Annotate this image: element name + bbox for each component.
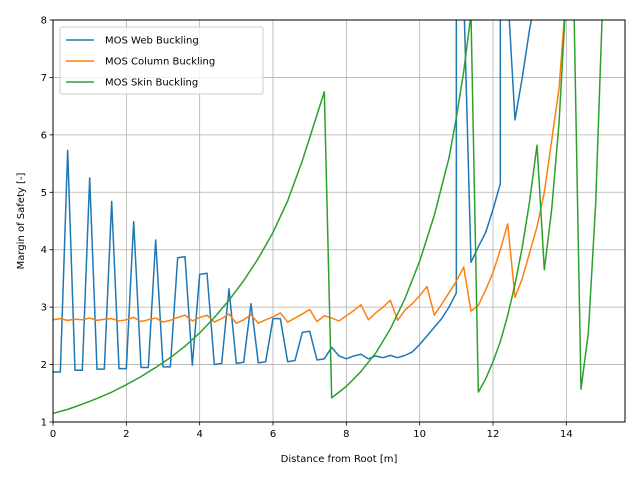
x-tick-label: 4 xyxy=(196,429,202,440)
legend-label-mos-web-buckling: MOS Web Buckling xyxy=(105,36,199,47)
x-tick-label: 8 xyxy=(343,429,349,440)
x-tick-label: 12 xyxy=(487,429,500,440)
y-tick-label: 7 xyxy=(41,73,47,84)
y-axis-label: Margin of Safety [-] xyxy=(16,173,27,270)
legend: MOS Web Buckling MOS Column Buckling MOS S… xyxy=(59,26,264,95)
x-tick-label: 14 xyxy=(560,429,573,440)
plot-frame xyxy=(52,19,626,423)
x-tick-label: 2 xyxy=(123,429,129,440)
y-tick-label: 4 xyxy=(41,245,47,256)
legend-label-mos-column-buckling: MOS Column Buckling xyxy=(105,57,215,68)
x-axis-label: Distance from Root [m] xyxy=(281,454,398,465)
y-tick-label: 5 xyxy=(41,188,47,199)
y-tick-label: 2 xyxy=(41,360,47,371)
series-line-mos-skin-buckling xyxy=(53,20,603,415)
legend-box xyxy=(59,26,264,95)
y-tick-label: 8 xyxy=(41,16,47,27)
x-tick-label: 10 xyxy=(413,429,426,440)
series-line-mos-column-buckling xyxy=(53,20,565,324)
y-tick-label: 6 xyxy=(41,130,47,141)
series-line-mos-web-buckling xyxy=(53,20,533,373)
y-tick-label: 1 xyxy=(41,418,47,429)
legend-label-mos-skin-buckling: MOS Skin Buckling xyxy=(105,78,198,89)
series-layer xyxy=(53,20,603,415)
x-tick-label: 0 xyxy=(50,429,56,440)
y-tick-label: 3 xyxy=(41,303,47,314)
x-tick-label: 6 xyxy=(270,429,276,440)
